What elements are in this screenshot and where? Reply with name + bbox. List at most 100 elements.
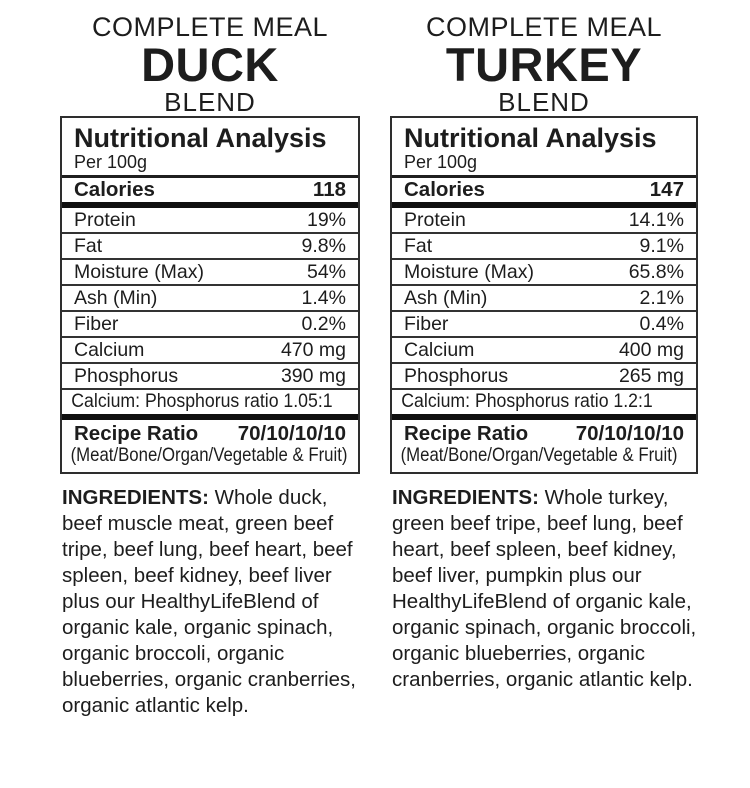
nutrient-row-protein: Protein 19% (62, 208, 358, 232)
calcium-phosphorus-ratio: Calcium: Phosphorus ratio 1.05:1 (71, 391, 333, 412)
recipe-ratio-note: (Meat/Bone/Organ/Vegetable & Fruit) (400, 444, 678, 466)
nutrient-row-fat: Fat 9.8% (62, 234, 358, 258)
nutrient-row-fat: Fat 9.1% (392, 234, 696, 258)
nutrient-value: 2.1% (639, 287, 684, 309)
divider (62, 310, 358, 312)
divider (62, 175, 358, 178)
product-name: DUCK (141, 38, 279, 91)
nutrient-row-fiber: Fiber 0.2% (62, 312, 358, 336)
nutrient-row-moisture: Moisture (Max) 65.8% (392, 260, 696, 284)
nutrient-row-calcium: Calcium 400 mg (392, 338, 696, 362)
recipe-ratio-label: Recipe Ratio (404, 422, 529, 445)
nutrient-row-phosphorus: Phosphorus 390 mg (62, 364, 358, 388)
nutrient-label: Moisture (Max) (74, 261, 205, 283)
product-header-turkey: COMPLETE MEAL TURKEY BLEND (390, 12, 698, 116)
nutrient-label: Fat (74, 235, 103, 257)
serving-basis: Per 100g (404, 152, 478, 172)
divider-thick (392, 414, 696, 420)
ingredients-label: INGREDIENTS: (392, 486, 539, 509)
ingredients-paragraph-turkey: INGREDIENTS: Whole turkey, green beef tr… (392, 485, 698, 693)
nutrition-panel-duck: Nutritional Analysis Per 100g Calories 1… (60, 116, 360, 474)
calories-label: Calories (74, 178, 155, 201)
divider (62, 336, 358, 338)
nutrient-label: Fiber (404, 313, 449, 335)
nutrient-label: Fat (404, 235, 433, 257)
recipe-ratio-row: Recipe Ratio 70/10/10/10 (392, 420, 696, 444)
nutrient-label: Protein (404, 209, 466, 231)
label-comparison-page: COMPLETE MEAL DUCK BLEND Nutritional Ana… (60, 12, 698, 719)
nutrient-value: 0.4% (639, 313, 684, 335)
divider (392, 258, 696, 260)
divider-thick (62, 202, 358, 208)
product-name: TURKEY (445, 38, 643, 91)
nutrient-value: 265 mg (618, 365, 684, 387)
product-title-line: COMPLETE MEAL (425, 12, 663, 42)
ingredients-label: INGREDIENTS: (62, 486, 209, 509)
product-column-duck: COMPLETE MEAL DUCK BLEND Nutritional Ana… (60, 12, 360, 719)
nutrient-label: Fiber (74, 313, 119, 335)
nutrient-label: Ash (Min) (74, 287, 158, 309)
recipe-ratio-value: 70/10/10/10 (575, 422, 684, 445)
calories-value: 147 (649, 178, 684, 201)
divider (392, 284, 696, 286)
nutrient-row-calcium: Calcium 470 mg (62, 338, 358, 362)
divider (392, 310, 696, 312)
nutrient-label: Calcium (74, 339, 145, 361)
analysis-title: Nutritional Analysis (74, 123, 327, 153)
divider (62, 388, 358, 390)
calories-label: Calories (404, 178, 485, 201)
divider (392, 232, 696, 234)
divider (62, 232, 358, 234)
calories-value: 118 (312, 178, 346, 201)
ingredients-paragraph-duck: INGREDIENTS: Whole duck, beef muscle mea… (62, 485, 360, 719)
nutrient-value: 19% (306, 209, 346, 231)
product-column-turkey: COMPLETE MEAL TURKEY BLEND Nutritional A… (390, 12, 698, 719)
ingredients-text: Whole turkey, green beef tripe, beef lun… (392, 486, 697, 691)
analysis-title: Nutritional Analysis (404, 123, 657, 153)
divider (62, 258, 358, 260)
calcium-phosphorus-ratio: Calcium: Phosphorus ratio 1.2:1 (401, 391, 653, 412)
product-header-duck: COMPLETE MEAL DUCK BLEND (60, 12, 360, 116)
divider (62, 284, 358, 286)
nutrient-row-protein: Protein 14.1% (392, 208, 696, 232)
nutrient-value: 14.1% (628, 209, 684, 231)
recipe-ratio-note: (Meat/Bone/Organ/Vegetable & Fruit) (70, 444, 348, 466)
recipe-ratio-row: Recipe Ratio 70/10/10/10 (62, 420, 358, 444)
nutrient-value: 65.8% (628, 261, 684, 283)
product-subtitle: BLEND (164, 87, 256, 117)
nutrient-row-fiber: Fiber 0.4% (392, 312, 696, 336)
divider (392, 336, 696, 338)
serving-basis: Per 100g (74, 152, 148, 172)
nutrient-value: 1.4% (301, 287, 346, 309)
nutrient-label: Protein (74, 209, 136, 231)
recipe-ratio-label: Recipe Ratio (74, 422, 199, 445)
divider-thick (62, 414, 358, 420)
nutrient-row-ash: Ash (Min) 2.1% (392, 286, 696, 310)
nutrient-row-ash: Ash (Min) 1.4% (62, 286, 358, 310)
nutrient-label: Phosphorus (404, 365, 509, 387)
divider (392, 362, 696, 364)
divider (392, 175, 696, 178)
nutrient-label: Calcium (404, 339, 475, 361)
nutrient-value: 390 mg (280, 365, 346, 387)
nutrient-value: 9.8% (301, 235, 346, 257)
nutrient-value: 9.1% (639, 235, 684, 257)
divider (392, 388, 696, 390)
ingredients-text: Whole duck, beef muscle meat, green beef… (62, 486, 356, 717)
nutrient-value: 0.2% (301, 313, 346, 335)
product-subtitle: BLEND (498, 87, 590, 117)
recipe-ratio-value: 70/10/10/10 (237, 422, 346, 445)
nutrient-value: 54% (306, 261, 346, 283)
divider (62, 362, 358, 364)
product-title-line: COMPLETE MEAL (91, 12, 329, 42)
nutrient-row-phosphorus: Phosphorus 265 mg (392, 364, 696, 388)
nutrient-value: 400 mg (618, 339, 684, 361)
calories-row: Calories 147 (392, 178, 696, 202)
nutrient-value: 470 mg (280, 339, 346, 361)
nutrition-panel-turkey: Nutritional Analysis Per 100g Calories 1… (390, 116, 698, 474)
divider-thick (392, 202, 696, 208)
nutrient-label: Moisture (Max) (404, 261, 535, 283)
nutrient-row-moisture: Moisture (Max) 54% (62, 260, 358, 284)
calories-row: Calories 118 (62, 178, 358, 202)
nutrient-label: Phosphorus (74, 365, 179, 387)
